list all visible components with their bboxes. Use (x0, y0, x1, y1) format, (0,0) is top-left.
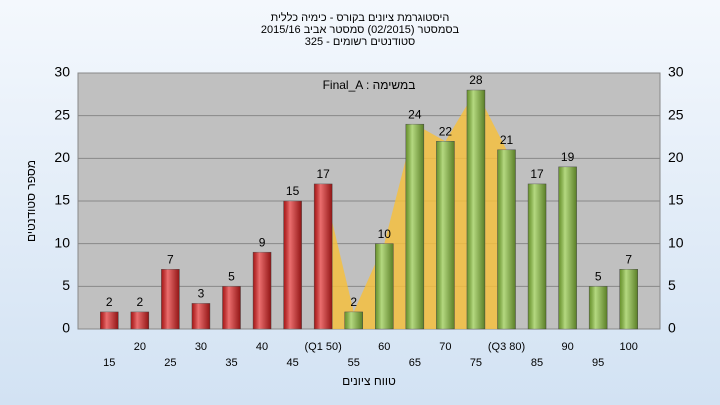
bar-shade (161, 269, 180, 329)
value-label: 5 (595, 270, 602, 284)
x-tick-label: (Q1 50) (305, 341, 342, 353)
x-tick-label: 35 (225, 357, 237, 369)
bar-shade (436, 141, 455, 329)
y2-tick-label: 20 (668, 149, 684, 165)
y-tick-label: 20 (54, 149, 70, 165)
bar-shade (466, 90, 485, 329)
value-label: 28 (469, 73, 483, 87)
value-label: 2 (106, 295, 113, 309)
y-tick-label: 15 (54, 192, 70, 208)
y-tick-label: 0 (62, 320, 70, 336)
x-tick-label: 30 (195, 341, 207, 353)
x-tick-label: 85 (531, 357, 543, 369)
value-label: 17 (530, 167, 544, 181)
x-axis-label: טווח ציונים (342, 374, 396, 388)
bar-shade (375, 243, 394, 329)
bar-shade (191, 303, 210, 329)
bar-shade (589, 286, 608, 329)
y-tick-label: 25 (54, 106, 70, 122)
y2-tick-label: 25 (668, 106, 684, 122)
y-tick-label: 10 (54, 234, 70, 250)
bar-shade (619, 269, 638, 329)
y2-tick-label: 5 (668, 277, 676, 293)
value-label: 22 (439, 124, 453, 138)
value-label: 3 (198, 287, 205, 301)
x-tick-label: 95 (592, 357, 604, 369)
x-tick-label: 55 (348, 357, 360, 369)
value-label: 19 (561, 150, 575, 164)
y-axis-label: מספר סטודנטים (24, 160, 38, 242)
x-tick-label: 15 (103, 357, 115, 369)
x-tick-label: (Q3 80) (488, 341, 525, 353)
y2-tick-label: 10 (668, 234, 684, 250)
x-tick-label: 60 (378, 341, 390, 353)
bar-shade (314, 183, 333, 329)
y-tick-label: 5 (62, 277, 70, 293)
bar-shade (344, 311, 363, 329)
x-tick-label: 70 (439, 341, 451, 353)
bar-shade (558, 166, 577, 329)
y2-tick-label: 30 (668, 64, 684, 80)
value-label: 2 (350, 295, 357, 309)
y2-tick-label: 0 (668, 320, 676, 336)
value-label: 15 (286, 184, 300, 198)
bar-shade (253, 252, 272, 329)
value-label: 10 (378, 227, 392, 241)
bar-shade (100, 311, 119, 329)
x-tick-label: 90 (561, 341, 573, 353)
x-tick-label: 65 (409, 357, 421, 369)
value-label: 9 (259, 235, 266, 249)
value-label: 2 (136, 295, 143, 309)
title-line: סטודנטים רשומים - 325 (305, 36, 416, 48)
value-label: 7 (167, 252, 174, 266)
x-tick-label: 45 (286, 357, 298, 369)
x-tick-label: 25 (164, 357, 176, 369)
value-label: 21 (500, 133, 514, 147)
y-tick-label: 30 (54, 64, 70, 80)
bar-shade (528, 183, 547, 329)
x-tick-label: 20 (134, 341, 146, 353)
value-label: 24 (408, 107, 422, 121)
annotation: Final_A : במשימה (323, 78, 416, 92)
value-label: 17 (316, 167, 330, 181)
value-label: 5 (228, 270, 235, 284)
x-tick-label: 40 (256, 341, 268, 353)
bar-shade (405, 124, 424, 329)
bar-shade (497, 149, 516, 329)
title-line: בסמסטר (02/2015) סמסטר אביב 2015/16 (261, 24, 460, 36)
bar-shade (283, 201, 302, 329)
bar-shade (222, 286, 241, 329)
x-tick-label: 100 (620, 341, 638, 353)
x-tick-label: 75 (470, 357, 482, 369)
y2-tick-label: 15 (668, 192, 684, 208)
value-label: 7 (625, 252, 632, 266)
bar-shade (130, 311, 149, 329)
title-line: היסטוגרמת ציונים בקורס - כימיה כללית (271, 11, 450, 24)
